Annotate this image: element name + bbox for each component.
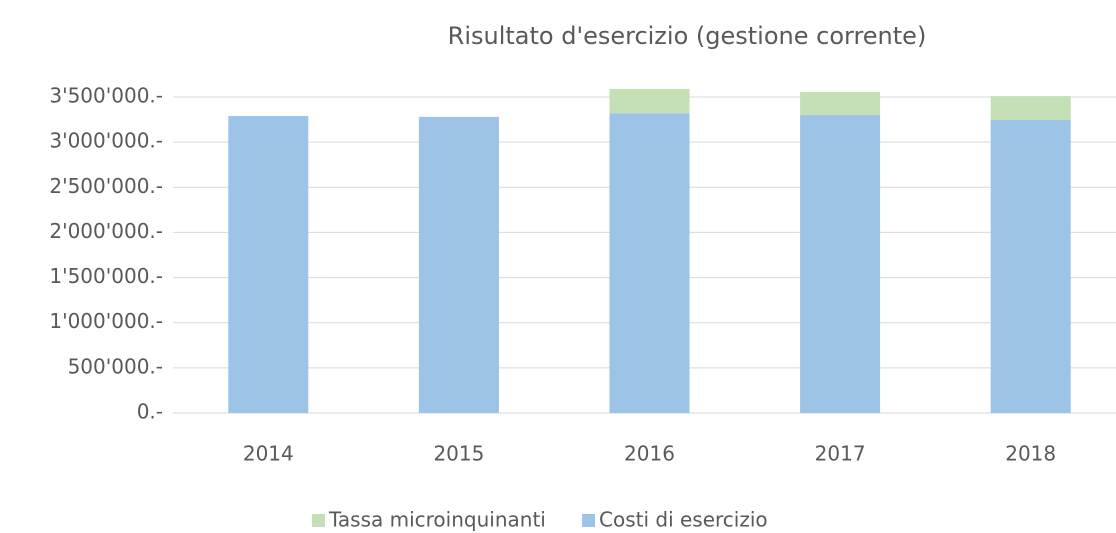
legend-swatch [582, 514, 595, 527]
x-tick-label: 2017 [815, 442, 866, 466]
bar-segment [228, 115, 309, 414]
y-tick-label: 2'000'000.- [49, 219, 163, 243]
y-tick-label: 3'000'000.- [49, 129, 163, 153]
bar-segment [800, 92, 881, 116]
y-tick-label: 1'500'000.- [49, 264, 163, 288]
y-tick-label: 3'500'000.- [49, 84, 163, 108]
chart-title: Risultato d'esercizio (gestione corrente… [448, 22, 927, 50]
legend-swatch [312, 514, 325, 527]
x-tick-label: 2016 [624, 442, 675, 466]
y-tick-label: 500'000.- [68, 354, 163, 378]
bar-segment [609, 113, 690, 413]
bar-segment [990, 96, 1071, 121]
legend-label: Costi di esercizio [599, 508, 768, 532]
legend-label: Tassa microinquinanti [328, 508, 546, 532]
x-tick-label: 2014 [243, 442, 294, 466]
bar-segment [418, 116, 499, 413]
bar-segment [990, 120, 1071, 413]
y-tick-label: 2'500'000.- [49, 174, 163, 198]
x-tick-label: 2015 [433, 442, 484, 466]
x-tick-label: 2018 [1005, 442, 1056, 466]
y-tick-label: 0.- [137, 400, 163, 424]
bar-segment [609, 88, 690, 114]
y-tick-label: 1'000'000.- [49, 309, 163, 333]
bar-segment [800, 115, 881, 414]
